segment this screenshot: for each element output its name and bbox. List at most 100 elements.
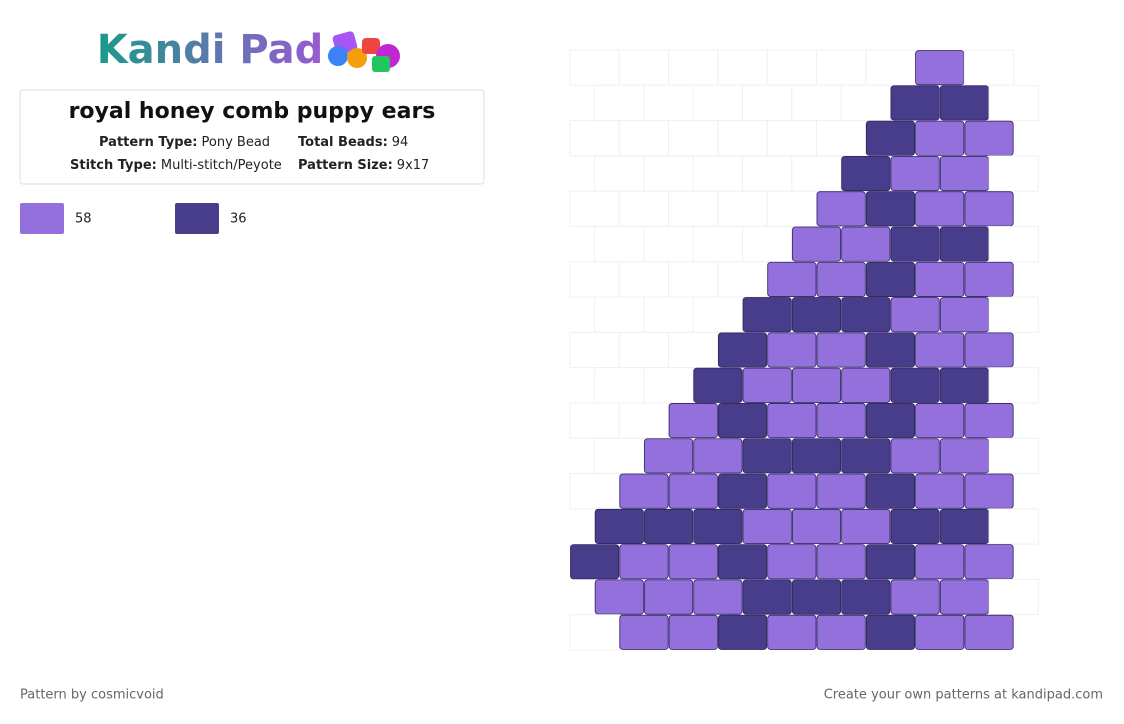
bead [964, 403, 1014, 439]
bead [791, 367, 842, 403]
bead [939, 438, 989, 474]
empty-cell [791, 155, 842, 192]
bead [693, 367, 743, 403]
bead [841, 297, 891, 333]
bead [964, 120, 1014, 156]
empty-cell [988, 155, 1039, 192]
field: Total Beads: 94 [298, 135, 408, 150]
empty-cell [988, 367, 1039, 404]
bead [570, 544, 620, 580]
author: Pattern by cosmicvoid [20, 688, 164, 703]
bead [939, 226, 989, 262]
empty-cell [717, 190, 768, 227]
empty-cell [717, 120, 768, 157]
empty-cell [766, 120, 818, 157]
empty-cell [668, 190, 719, 227]
pattern-title: royal honey comb puppy ears [69, 99, 436, 124]
bead [816, 261, 866, 297]
empty-cell [988, 225, 1039, 263]
empty-cell [668, 49, 719, 86]
bead [693, 438, 743, 474]
empty-cell [643, 155, 694, 192]
empty-cell [988, 578, 1039, 616]
bead [791, 438, 842, 474]
bead [915, 50, 965, 86]
bead [939, 85, 989, 121]
bead [668, 614, 718, 650]
bead [791, 508, 842, 545]
bead [841, 438, 891, 474]
bead [915, 261, 965, 297]
empty-cell [840, 84, 891, 122]
bead [915, 332, 965, 368]
bead [791, 579, 842, 615]
bead [865, 544, 915, 580]
bead [841, 226, 891, 262]
info-box [19, 89, 485, 185]
logo-text[interactable]: Kandi Pad [97, 27, 324, 73]
bead [865, 261, 915, 297]
field-value: Multi-stitch/Peyote [161, 158, 282, 173]
bead [915, 473, 965, 509]
bead [939, 155, 989, 192]
empty-cell [692, 225, 744, 263]
bead [890, 85, 940, 121]
bead [865, 120, 915, 156]
empty-cell [618, 331, 670, 369]
empty-cell [988, 84, 1039, 122]
bead [816, 544, 866, 580]
empty-cell [643, 225, 694, 263]
bead [915, 544, 965, 580]
empty-cell [791, 84, 842, 122]
empty-cell [816, 49, 867, 86]
bead [964, 544, 1014, 580]
bead [865, 614, 915, 650]
bead [644, 579, 694, 615]
empty-cell [618, 49, 670, 86]
empty-cell [692, 84, 744, 122]
empty-cell [742, 84, 793, 122]
bead [619, 473, 669, 509]
field-label: Pattern Type: [99, 135, 198, 150]
empty-cell [668, 120, 719, 157]
bead [742, 508, 792, 545]
bead [816, 403, 866, 439]
bead [890, 226, 940, 262]
bead [964, 473, 1014, 509]
bead [865, 332, 915, 368]
empty-cell [569, 331, 620, 369]
bead [939, 297, 989, 333]
empty-cell [668, 331, 719, 369]
bead [915, 403, 965, 439]
field-label: Total Beads: [298, 135, 388, 150]
bead [742, 367, 792, 403]
empty-cell [717, 261, 768, 298]
bead [767, 544, 817, 580]
bead [767, 332, 817, 368]
bead [742, 297, 792, 333]
empty-cell [742, 155, 793, 192]
empty-cell [569, 49, 620, 86]
bead [964, 191, 1014, 227]
bead [841, 155, 891, 192]
legend-count: 58 [75, 212, 92, 227]
empty-cell [963, 49, 1015, 86]
bead [718, 403, 768, 439]
bead [865, 403, 915, 439]
empty-cell [569, 614, 620, 651]
bead [939, 579, 989, 615]
empty-cell [742, 225, 793, 263]
bead [718, 614, 768, 650]
bead [594, 508, 644, 545]
empty-cell [594, 367, 645, 404]
bead [767, 614, 817, 650]
legend-swatch [20, 203, 64, 234]
empty-cell [569, 473, 620, 510]
empty-cell [643, 296, 694, 333]
field-value: 94 [392, 135, 409, 150]
site-link[interactable]: Create your own patterns at kandipad.com [824, 688, 1103, 703]
bead [767, 403, 817, 439]
bead [742, 579, 792, 615]
bead [718, 332, 768, 368]
